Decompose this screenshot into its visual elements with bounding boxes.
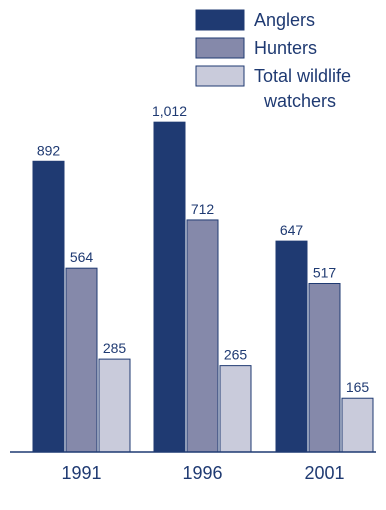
legend-label-hunters: Hunters <box>254 38 317 58</box>
bars-group <box>32 121 374 453</box>
bar-total-wildlife-watchers-2001 <box>341 397 374 453</box>
x-tick-label-1991: 1991 <box>61 463 101 483</box>
legend: Anglers Hunters Total wildlife watchers <box>195 9 351 111</box>
legend-label-total-wildlife-watchers-line2: watchers <box>263 91 336 111</box>
value-label-hunters-2001: 517 <box>313 264 337 280</box>
value-label-anglers-1991: 892 <box>37 142 61 158</box>
bar-total-wildlife-watchers-1996 <box>219 365 252 453</box>
bar-total-wildlife-watchers-1991 <box>98 358 131 453</box>
legend-swatch-anglers <box>195 9 245 31</box>
bar-anglers-1996 <box>153 121 186 453</box>
bar-hunters-1996 <box>186 219 219 453</box>
bar-hunters-2001 <box>308 282 341 453</box>
x-tick-label-2001: 2001 <box>304 463 344 483</box>
legend-swatch-total-wildlife-watchers <box>195 65 245 87</box>
value-label-total-wildlife-watchers-1991: 285 <box>103 340 127 356</box>
value-label-total-wildlife-watchers-1996: 265 <box>224 347 248 363</box>
legend-label-total-wildlife-watchers: Total wildlife <box>254 66 351 86</box>
value-label-total-wildlife-watchers-2001: 165 <box>346 379 370 395</box>
bar-anglers-1991 <box>32 160 65 453</box>
value-label-hunters-1991: 564 <box>70 249 94 265</box>
value-labels-group: 892 564 285 1,012 712 265 647 517 165 <box>37 103 370 395</box>
value-label-anglers-1996: 1,012 <box>152 103 187 119</box>
legend-label-anglers: Anglers <box>254 10 315 30</box>
x-tick-label-1996: 1996 <box>182 463 222 483</box>
x-tick-labels: 1991 1996 2001 <box>61 463 344 483</box>
value-label-anglers-2001: 647 <box>280 222 304 238</box>
legend-swatch-hunters <box>195 37 245 59</box>
bar-hunters-1991 <box>65 267 98 453</box>
value-label-hunters-1996: 712 <box>191 201 215 217</box>
bar-anglers-2001 <box>275 240 308 453</box>
